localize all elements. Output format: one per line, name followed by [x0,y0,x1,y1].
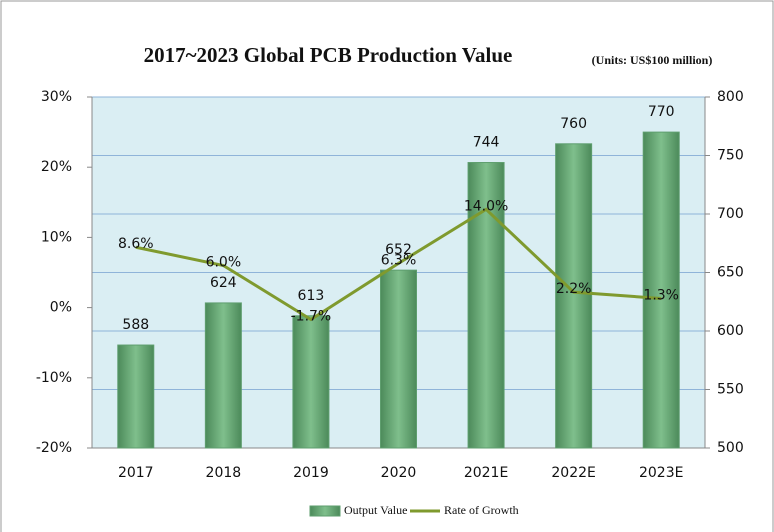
x-tick-label: 2017 [118,465,154,481]
bar [292,315,330,449]
y2-tick-label: 700 [717,206,744,222]
y2-tick-label: 800 [717,89,744,105]
y2-tick-label: 600 [717,323,744,339]
y2-tick-label: 500 [717,440,744,456]
legend-label: Output Value [344,503,407,517]
line-label: 14.0% [464,198,508,214]
bar [380,269,417,449]
y-tick-label: 0% [50,300,72,316]
x-tick-label: 2018 [206,465,242,481]
line-label: 1.3% [643,287,679,303]
bar-label: 760 [560,116,587,132]
x-tick-label: 2019 [293,465,329,481]
chart-title: 2017~2023 Global PCB Production Value [144,43,513,67]
line-label: 8.6% [118,236,154,252]
line-label: 6.0% [206,254,242,270]
line-label: 6.3% [381,252,417,268]
line-label: 2.2% [556,281,592,297]
y2-tick-label: 750 [717,148,744,164]
y-tick-label: -20% [36,440,72,456]
x-tick-label: 2023E [639,465,683,481]
y-tick-label: 10% [41,229,72,245]
x-tick-label: 2021E [464,465,508,481]
bar-label: 588 [122,317,149,333]
bar-label: 770 [648,104,675,120]
bar [204,302,242,449]
y2-tick-label: 650 [717,265,744,281]
chart-subtitle: (Units: US$100 million) [592,53,713,67]
bar-label: 652 [385,242,412,258]
legend-label: Rate of Growth [444,503,519,517]
bar-label: 624 [210,275,237,291]
line [135,207,662,322]
bar [555,143,593,449]
y-tick-label: 20% [41,159,72,175]
y2-tick-label: 550 [717,382,744,398]
x-tick-label: 2020 [381,465,417,481]
line-label: -1.7% [291,309,332,325]
bar [117,344,155,449]
y-tick-label: 30% [41,89,72,105]
bar [642,131,680,449]
y-tick-label: -10% [36,370,72,386]
bar-label: 744 [473,135,500,151]
legend-swatch [309,505,341,517]
bar-label: 613 [298,288,325,304]
x-tick-label: 2022E [551,465,595,481]
